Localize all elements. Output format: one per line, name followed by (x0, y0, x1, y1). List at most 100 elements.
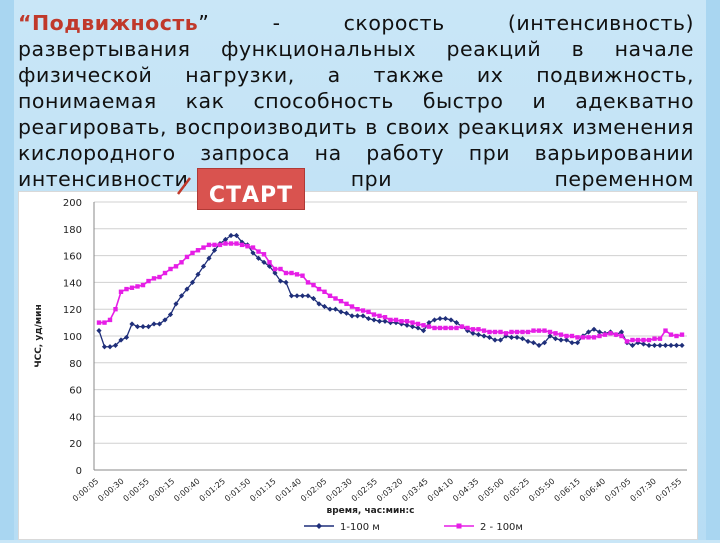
series-2-point (195, 248, 201, 253)
series-2-point (239, 242, 245, 248)
series-1-point (404, 322, 410, 328)
series-2-point (349, 304, 355, 309)
x-tick-label: 0:00:55 (122, 477, 151, 504)
series-1-point (140, 324, 146, 330)
y-tick-label: 200 (63, 198, 82, 209)
series-2-point (217, 242, 223, 248)
series-1-point (547, 333, 553, 339)
series-2-point (602, 332, 608, 337)
y-tick-label: 140 (63, 278, 82, 289)
series-1-point (343, 310, 350, 316)
x-tick-label: 0:02:30 (324, 477, 353, 504)
series-2-point (140, 282, 146, 288)
series-1-point (541, 340, 548, 346)
series-1-point (629, 342, 636, 348)
series-2-point (668, 332, 674, 337)
x-tick-label: 0:00:40 (172, 477, 201, 504)
series-2-point (404, 319, 410, 324)
series-2-point (289, 270, 294, 276)
y-tick-label: 60 (69, 386, 82, 397)
series-2-point (393, 317, 399, 323)
series-2-point (608, 331, 613, 336)
series-2-point (267, 260, 272, 265)
series-2-point (564, 333, 569, 339)
series-2-point (514, 329, 520, 335)
series-1-point (657, 342, 663, 348)
series-2-point (536, 328, 542, 333)
series-2-point (173, 264, 179, 269)
series-1-point (129, 321, 135, 327)
heart-rate-chart: 0 20 40 60 80 100 120 140 160 180 200 0:00:05 0:00:3… (18, 191, 698, 540)
series-1-point (200, 263, 207, 269)
series-2-point (525, 329, 531, 335)
series-2-point (371, 312, 377, 317)
series-2-point (102, 320, 107, 325)
series-1-point (332, 306, 339, 312)
series-2-point (256, 249, 261, 254)
x-tick-label: 0:04:10 (426, 477, 455, 504)
series-2-point (399, 319, 404, 324)
y-tick-label: 80 (69, 359, 82, 370)
series-1-point (651, 342, 658, 348)
series-2-point (421, 323, 426, 328)
x-tick-label: 0:01:25 (198, 477, 227, 504)
chart-svg: 0 20 40 60 80 100 120 140 160 180 200 0:00:050:00:3… (34, 198, 687, 533)
series-2-point (476, 327, 481, 332)
series-1-point (305, 293, 311, 299)
series-2-point (245, 244, 250, 249)
series-1-point (409, 324, 416, 330)
series-2-point (283, 270, 289, 276)
series-1-point (365, 315, 372, 322)
series-2-point (129, 285, 135, 290)
series-2-point (481, 328, 487, 333)
definition-body: ” - скорость (интенсивность) развертыван… (18, 11, 694, 191)
series-2-point (410, 320, 415, 325)
series-2-point (624, 339, 630, 344)
series-2-point (168, 266, 173, 272)
series-2-point (377, 313, 382, 319)
series-2-point (333, 296, 338, 301)
series-1-point (277, 278, 284, 284)
legend-marker-2 (456, 523, 462, 529)
series-2-point (300, 273, 305, 278)
series-2-point (443, 325, 448, 331)
series-1-point (228, 232, 234, 239)
series-1-point (431, 317, 438, 323)
series-1-point (349, 313, 355, 319)
series-1-point (646, 342, 652, 348)
series-1-point (327, 306, 333, 312)
series-2-point (250, 245, 256, 250)
series-2-point (388, 317, 393, 323)
series-1-point (167, 311, 174, 318)
series-2-point (184, 254, 190, 260)
series-2-point (674, 333, 679, 339)
series-1-point (679, 342, 685, 348)
series-1-point (151, 321, 157, 327)
series-2-point (113, 307, 118, 312)
series-2-point (679, 332, 685, 337)
y-tick-label: 180 (63, 225, 82, 236)
y-tick-label: 20 (69, 439, 82, 450)
series-2-point (597, 333, 602, 339)
series-2-point (575, 335, 580, 340)
series-1-point (558, 337, 564, 343)
series-2-point (498, 329, 503, 335)
x-tick-label: 0:00:30 (96, 477, 125, 504)
series-1-point (354, 313, 361, 319)
series-1-point (360, 313, 366, 319)
series-1-point (96, 328, 102, 334)
series-2-point (228, 241, 234, 246)
series-2-point (311, 282, 316, 288)
series-2-point (619, 333, 624, 339)
series-1-point (239, 239, 245, 245)
series-1-point (288, 293, 295, 299)
series-2-point (118, 289, 124, 294)
x-tick-label: 0:05:00 (476, 477, 505, 504)
series-2-point (448, 325, 454, 331)
series-2-point (470, 327, 476, 332)
series-2-point (569, 333, 575, 339)
series-1-point (376, 318, 383, 324)
series-1-point (101, 344, 108, 350)
series-2-point (503, 331, 509, 336)
series-1-point (211, 247, 218, 253)
